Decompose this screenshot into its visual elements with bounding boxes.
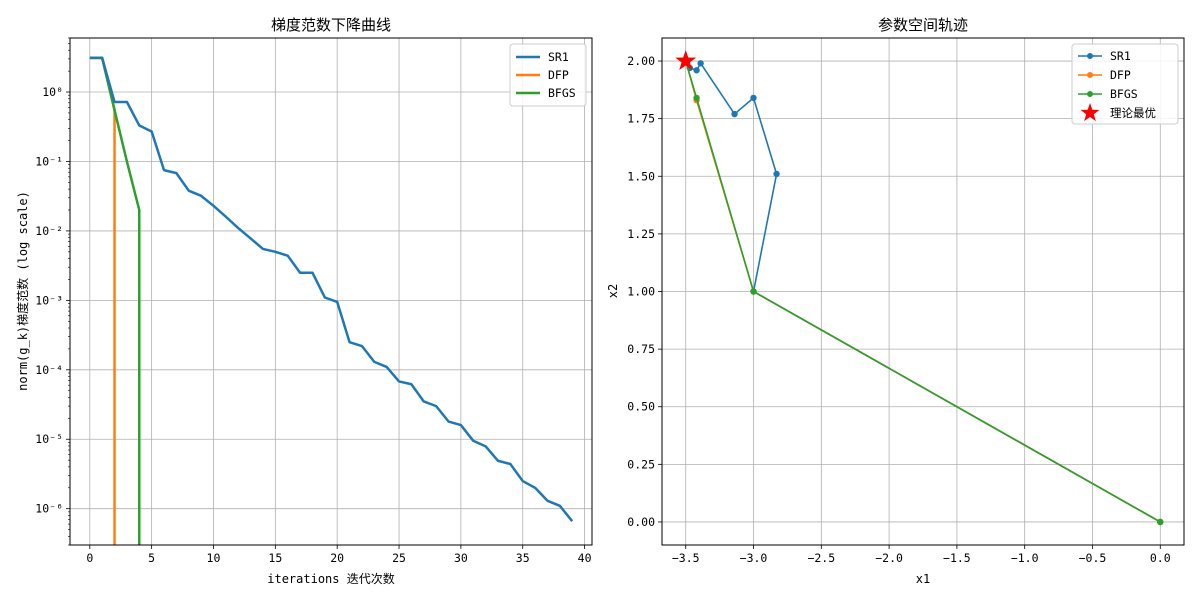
chart2-y-tick-label: 1.75 [627, 112, 655, 126]
chart1-legend-box [509, 43, 587, 107]
chart1-x-tick-label: 15 [268, 551, 282, 565]
parameter-trajectory-chart: 参数空间轨迹 −3.5 −3.0 −2.5 −2.0 −1.5 −1.0 −0.5 0.0 0… [606, 16, 1185, 586]
chart1-grid [70, 38, 592, 545]
chart2-y-tick-label: 1.50 [627, 169, 655, 183]
chart2-y-tick-label: 0.00 [627, 515, 655, 529]
chart2-title: 参数空间轨迹 [878, 16, 968, 34]
chart1-legend-label-bfgs: BFGS [548, 86, 576, 100]
chart2-series-bfgs-point [750, 288, 757, 295]
chart2-x-tick-label: −1.0 [1011, 551, 1039, 565]
chart1-x-tick-label: 30 [454, 551, 468, 565]
chart1-series-sr1-line [89, 56, 574, 523]
chart2-legend-box [1071, 43, 1179, 125]
chart2-series-sr1-point [773, 170, 780, 178]
chart2-x-tick-label: −2.5 [807, 551, 835, 565]
chart1-y-ticks: 10⁰ 10⁻¹ 10⁻² 10⁻³ 10⁻⁴ 10⁻⁵ 10⁻⁶ [35, 37, 70, 546]
chart1-y-tick-label: 10⁻⁴ [35, 363, 63, 377]
chart2-y-tick-label: 1.00 [627, 285, 655, 299]
chart1-legend-label-dfp: DFP [548, 68, 569, 82]
chart2-legend-marker-bfgs [1087, 91, 1093, 97]
chart2-y-ticks: 0.00 0.25 0.50 0.75 1.00 1.25 1.50 1.75 2.00 [627, 54, 662, 529]
chart1-x-tick-label: 25 [392, 551, 406, 565]
chart2-series-sr1-point [693, 67, 700, 74]
chart1-title: 梯度范数下降曲线 [271, 16, 391, 34]
chart2-y-tick-label: 0.50 [627, 400, 655, 414]
chart1-plot-frame [69, 37, 593, 546]
gradient-norm-chart: 梯度范数下降曲线 0 5 10 15 20 25 30 35 40 10⁰ 10⁻¹ 10⁻² 10⁻… [15, 16, 593, 586]
chart2-x-tick-label: −1.5 [943, 551, 971, 565]
chart2-x-axis-label: x1 [916, 572, 930, 586]
chart2-x-tick-label: −3.0 [740, 551, 768, 565]
chart1-legend-label-sr1: SR1 [548, 50, 569, 64]
chart2-legend-swatch-optimum [1080, 103, 1100, 122]
chart2-x-ticks: −3.5 −3.0 −2.5 −2.0 −1.5 −1.0 −0.5 0.0 [672, 545, 1171, 565]
chart1-x-tick-label: 0 [86, 551, 93, 565]
chart2-series-bfgs-point [693, 94, 700, 102]
chart2-series-sr1-point [697, 60, 704, 67]
chart1-x-tick-label: 40 [578, 551, 592, 565]
chart2-x-tick-label: 0.0 [1150, 551, 1171, 565]
chart2-legend-marker-dfp [1087, 72, 1093, 78]
chart1-x-ticks: 0 5 10 15 20 25 30 35 40 [86, 545, 592, 565]
chart2-legend-marker-sr1 [1087, 53, 1093, 59]
chart2-x-tick-label: −0.5 [1079, 551, 1107, 565]
chart1-y-tick-label: 10⁻² [35, 224, 63, 238]
chart1-y-tick-label: 10⁻⁶ [35, 502, 63, 516]
chart1-y-tick-label: 10⁻³ [35, 293, 63, 307]
chart2-series-sr1-point [731, 110, 738, 118]
chart1-y-tick-label: 10⁻⁵ [35, 432, 63, 446]
chart2-y-tick-label: 2.00 [627, 54, 655, 68]
chart1-y-tick-label: 10⁰ [42, 85, 63, 99]
chart1-x-axis-label: iterations 迭代次数 [267, 571, 394, 586]
chart2-optimum-star-point [675, 50, 697, 70]
chart1-y-axis-label: norm(g_k)梯度范数 (log scale) [15, 191, 30, 391]
chart2-x-tick-label: −3.5 [672, 551, 700, 565]
chart2-legend: SR1 DFP BFGS 理论最优 [1071, 43, 1179, 125]
chart2-legend-label-bfgs: BFGS [1110, 87, 1138, 101]
chart1-y-tick-label: 10⁻¹ [35, 154, 63, 168]
chart2-y-tick-label: 0.25 [627, 457, 655, 471]
chart1-x-tick-label: 35 [516, 551, 530, 565]
chart1-legend: SR1 DFP BFGS [509, 43, 587, 107]
chart2-series-bfgs-point [1157, 518, 1164, 526]
chart2-y-tick-label: 1.25 [627, 227, 655, 241]
chart2-legend-label-series-3: 理论最优 [1110, 106, 1156, 120]
chart2-x-tick-label: −2.0 [875, 551, 903, 565]
chart1-x-tick-label: 20 [330, 551, 344, 565]
chart1-x-tick-label: 10 [207, 551, 221, 565]
chart2-series-sr1-point [750, 94, 757, 102]
chart2-legend-label-dfp: DFP [1110, 68, 1131, 82]
chart2-legend-label-sr1: SR1 [1110, 49, 1131, 63]
chart2-y-tick-label: 0.75 [627, 342, 655, 356]
chart2-series-bfgs-line [684, 60, 1161, 523]
chart2-y-axis-label: x2 [606, 284, 620, 298]
chart2-series [675, 50, 1164, 526]
chart1-x-tick-label: 5 [148, 551, 155, 565]
chart1-series [89, 56, 574, 545]
